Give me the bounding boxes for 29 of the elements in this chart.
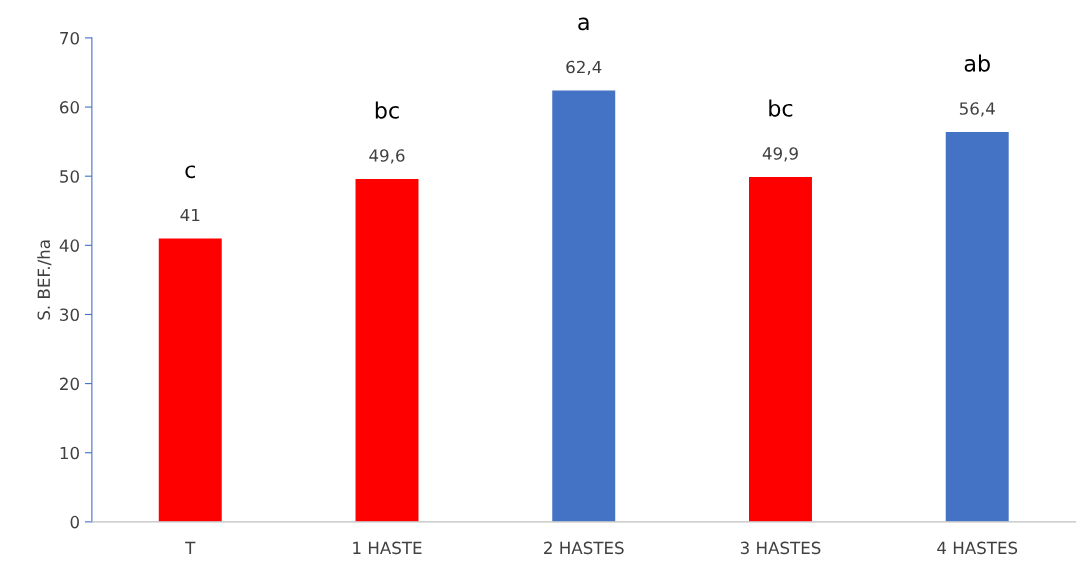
bar [158,238,222,522]
y-tick-label: 60 [60,101,79,114]
data-label: 41 [180,208,200,222]
bar [749,176,812,522]
y-tick-label: 30 [60,308,79,322]
y-tick-label: 40 [59,239,79,252]
bar [552,90,616,522]
annotation: bc [769,99,793,117]
data-label: 62,4 [566,60,602,76]
y-tick-label: 10 [60,446,79,460]
data-label: 49,6 [369,149,405,164]
text: a [578,17,589,31]
y-axis-title: S. BEF./ha [37,240,52,320]
x-tick-label: 2 HASTES [544,541,624,555]
data-label: 49,9 [762,147,798,162]
x-tick-label: T [185,541,196,554]
bar [945,131,1009,522]
y-tick-label: 70 [60,31,79,45]
annotation: bc [375,101,399,119]
y-tick-label: 20 [60,377,79,391]
bar [355,178,419,522]
y-tick-label: 0 [70,515,79,529]
annotation: c [185,165,195,179]
x-tick-label: 3 HASTES [740,541,821,555]
x-tick-label: 4 HASTES [937,541,1018,555]
annotation: ab [964,54,990,72]
y-tick-label: 50 [60,170,79,183]
x-tick-label: 1 HASTE [353,541,422,555]
data-label: 56,4 [959,102,995,117]
